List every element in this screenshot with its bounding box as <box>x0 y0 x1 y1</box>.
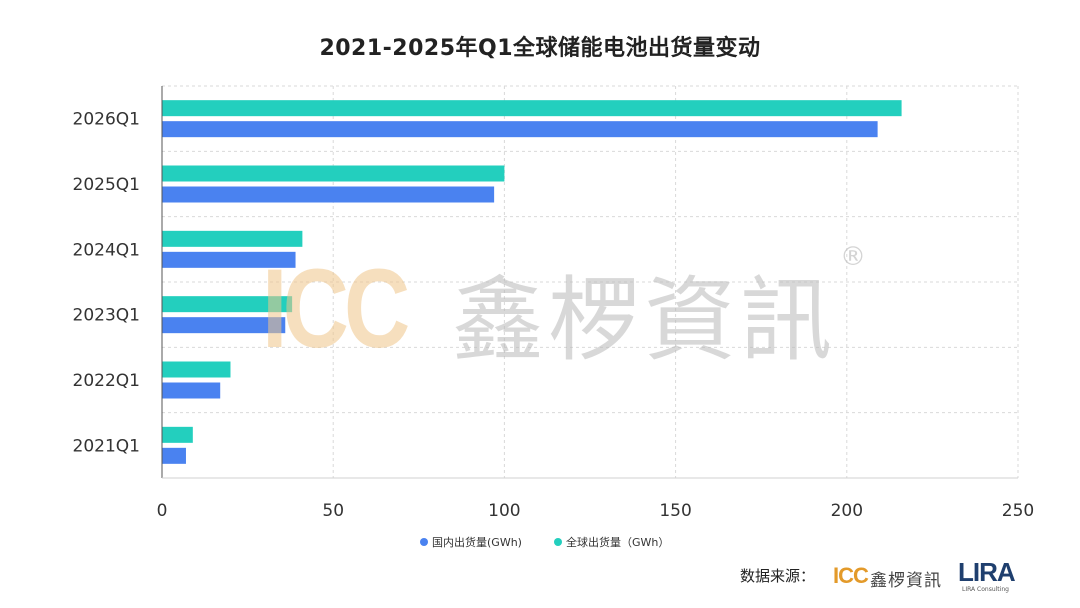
x-tick-label: 200 <box>831 501 863 521</box>
bars <box>162 100 902 464</box>
x-tick-label: 0 <box>157 501 168 521</box>
y-tick-label: 2024Q1 <box>73 240 140 260</box>
bar-global <box>162 165 505 182</box>
legend-marker <box>420 538 428 546</box>
bar-domestic <box>162 382 221 399</box>
x-tick-label: 100 <box>488 501 520 521</box>
y-tick-label: 2023Q1 <box>73 306 140 326</box>
y-tick-label: 2025Q1 <box>73 175 140 195</box>
axes: 0 50 100 150 200 250 2026Q1 2025Q1 2024Q1 2023Q1 2… <box>73 86 1034 521</box>
bar-domestic <box>162 186 495 203</box>
bar-domestic <box>162 121 878 138</box>
x-tick-label: 250 <box>1002 501 1034 521</box>
bar-global <box>162 426 193 443</box>
bar-global <box>162 361 231 378</box>
legend-marker <box>554 538 562 546</box>
bar-global <box>162 100 902 117</box>
legend-label: 全球出货量（GWh） <box>566 535 669 549</box>
x-tick-label: 50 <box>322 501 344 521</box>
bar-global <box>162 296 293 313</box>
legend: 国内出货量(GWh) 全球出货量（GWh） <box>420 535 669 549</box>
bar-domestic <box>162 251 296 268</box>
bar-domestic <box>162 447 186 464</box>
x-tick-label: 150 <box>659 501 691 521</box>
y-tick-label: 2021Q1 <box>73 436 140 456</box>
icc-logo-text: 鑫椤資訊 <box>870 571 942 591</box>
legend-label: 国内出货量(GWh) <box>432 535 522 549</box>
bar-domestic <box>162 317 286 334</box>
gridlines <box>162 85 1019 478</box>
y-tick-label: 2022Q1 <box>73 371 140 391</box>
icc-logo: ICC <box>833 563 869 588</box>
lira-logo-subtitle: LIRA Consulting <box>962 586 1009 593</box>
bar-global <box>162 230 303 247</box>
y-tick-label: 2026Q1 <box>73 110 140 130</box>
chart-title: 2021-2025年Q1全球储能电池出货量变动 <box>319 36 761 61</box>
lira-logo: LIRA <box>958 557 1016 587</box>
source-label: 数据来源： <box>740 567 816 585</box>
